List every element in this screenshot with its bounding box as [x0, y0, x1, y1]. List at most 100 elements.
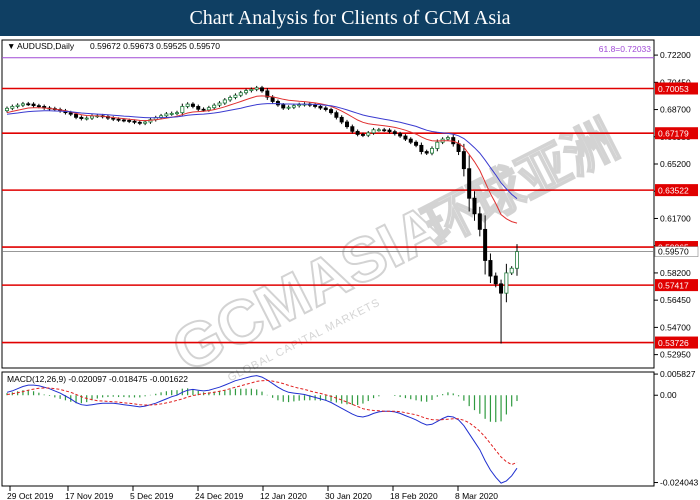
x-tick-label: 12 Jan 2020	[260, 491, 307, 500]
candle	[26, 101, 31, 106]
candle-body	[217, 102, 222, 106]
candle	[10, 104, 15, 111]
candle-body	[392, 131, 397, 135]
candle	[228, 95, 233, 102]
candle	[217, 101, 222, 108]
y-tick-label: 0.68700	[660, 105, 691, 115]
candle-body	[222, 99, 227, 104]
candle-body	[345, 121, 349, 128]
candle-body	[424, 151, 429, 154]
candle-body	[329, 109, 334, 114]
candle	[185, 102, 190, 109]
y-tick-label: 0.70450	[660, 77, 691, 87]
candle	[265, 88, 270, 100]
candle	[137, 120, 142, 126]
moving-average-fast	[6, 95, 518, 224]
candle-body	[297, 104, 302, 107]
candle-body	[467, 168, 472, 199]
candle-body	[456, 143, 461, 152]
candle-body	[483, 228, 488, 261]
candle	[360, 132, 365, 138]
candle-body	[169, 113, 174, 115]
candle-body	[493, 275, 498, 285]
candle	[31, 102, 36, 108]
candle-body	[408, 138, 413, 143]
candle	[164, 112, 169, 118]
candle-body	[5, 107, 9, 112]
candle-body	[376, 129, 381, 132]
candle-body	[350, 126, 355, 132]
candle-body	[180, 106, 185, 114]
candle	[180, 103, 185, 116]
candle	[345, 119, 349, 129]
candle-body	[339, 116, 344, 123]
y-tick-label: 0.54700	[660, 322, 691, 332]
candle-body	[36, 105, 41, 108]
candle	[260, 85, 264, 93]
level-price-label: 0.70053	[658, 84, 689, 94]
candle	[350, 124, 355, 134]
axes: 0.722000.704500.687000.669500.652000.634…	[7, 50, 699, 500]
chart-canvas[interactable]: GCMASIA 环球亚洲 GLOBAL CAPITAL MARKETS 0.72…	[0, 36, 700, 500]
candle-body	[185, 103, 190, 107]
candle	[355, 129, 360, 137]
candle	[483, 215, 488, 275]
candle-body	[286, 106, 291, 109]
candle-body	[132, 120, 137, 123]
price-plot	[2, 57, 654, 344]
candle	[291, 103, 296, 110]
level-price-label: 0.53726	[658, 338, 689, 348]
level-price-label: 0.67179	[658, 129, 689, 139]
macd-line	[6, 375, 518, 484]
current-price-tag	[654, 246, 699, 257]
candle-body	[206, 107, 211, 111]
level-price-label: 0.63522	[658, 186, 689, 196]
candle	[196, 104, 201, 112]
candle-body	[387, 129, 392, 133]
symbol-dropdown-icon[interactable]: ▼	[7, 41, 15, 51]
candle	[371, 127, 376, 135]
candle-body	[254, 87, 259, 90]
candle	[222, 98, 227, 105]
candle	[334, 110, 339, 120]
candle-body	[190, 103, 195, 107]
candle-body	[355, 130, 360, 135]
candle-body	[414, 141, 419, 146]
candle	[286, 105, 291, 110]
macd-label: MACD(12,26,9) -0.020097 -0.018475 -0.001…	[7, 374, 188, 384]
macd-y-tick-label: 0.00	[660, 390, 677, 400]
candle-body	[249, 88, 254, 91]
candle-body	[212, 104, 217, 109]
candle	[323, 106, 328, 112]
candle-body	[403, 135, 408, 140]
chart-title-banner: Chart Analysis for Clients of GCM Asia	[0, 0, 700, 36]
candle-body	[143, 121, 148, 124]
candle-body	[323, 107, 328, 110]
x-tick-label: 29 Oct 2019	[7, 491, 54, 500]
candle	[212, 103, 217, 110]
chart-background	[0, 36, 700, 500]
candle-body	[477, 213, 482, 230]
candle	[424, 149, 429, 155]
candle	[445, 135, 450, 141]
candle-body	[111, 117, 116, 120]
candle-body	[515, 251, 519, 269]
candle-body	[244, 90, 249, 94]
candle	[175, 110, 179, 116]
candle-body	[371, 129, 376, 134]
candle-body	[238, 92, 243, 96]
candle-body	[74, 113, 79, 118]
candle-body	[10, 106, 15, 109]
level-price-tag	[655, 82, 698, 95]
candle-body	[334, 112, 339, 118]
candle-body	[20, 103, 25, 106]
candle	[79, 115, 84, 121]
candle-body	[233, 94, 238, 98]
candle-body	[265, 90, 270, 98]
candle	[190, 102, 195, 109]
candle-body	[68, 112, 73, 115]
candle	[398, 131, 403, 138]
candle	[233, 93, 238, 100]
candle	[366, 131, 371, 138]
candle-body	[228, 97, 233, 101]
